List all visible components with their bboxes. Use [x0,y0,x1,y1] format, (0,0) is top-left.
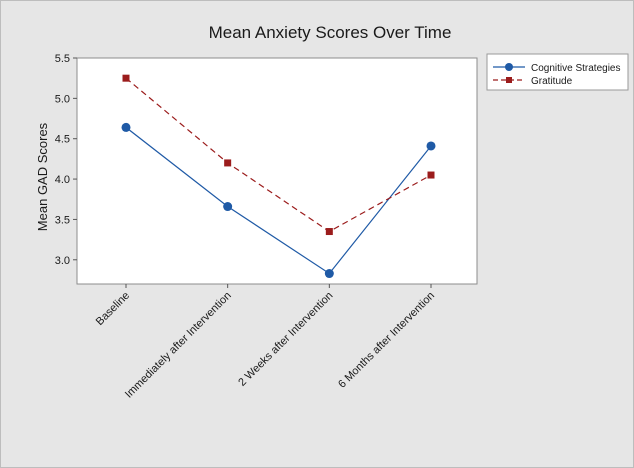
data-point-square [427,171,435,179]
series-line-1 [125,77,432,233]
plot-area [76,57,478,285]
y-tick-label: 3.5 [55,214,70,226]
series-layer [121,74,436,279]
data-point-circle [223,202,233,212]
data-point-square [122,74,130,82]
y-tick-label: 5.5 [55,53,70,65]
x-tick-label: 6 Months after Intervention [336,290,437,391]
data-point-square [224,159,232,167]
legend-label: Gratitude [531,76,573,87]
y-axis-label: Mean GAD Scores [35,122,50,231]
y-axis: 3.0 3.5 4.0 4.5 5.0 5.5 [55,53,77,267]
data-point-circle [121,122,131,132]
data-point-circle [324,269,334,279]
data-point-square [325,228,333,236]
x-tick-label: Baseline [94,290,132,328]
legend: Cognitive Strategies Gratitude [486,53,629,91]
legend-marker-circle [505,63,513,71]
data-point-circle [426,141,436,151]
x-tick-label: Immediately after Intervention [123,290,234,401]
y-tick-label: 3.0 [55,255,70,267]
x-tick-label: 2 Weeks after Intervention [236,290,335,389]
y-tick-label: 4.5 [55,134,70,146]
legend-marker-square [506,77,512,83]
series-line-0 [125,126,432,275]
y-tick-label: 4.0 [55,174,70,186]
legend-label: Cognitive Strategies [531,63,621,74]
y-tick-label: 5.0 [55,93,70,105]
chart-title: Mean Anxiety Scores Over Time [209,23,452,42]
legend-box [486,53,629,91]
